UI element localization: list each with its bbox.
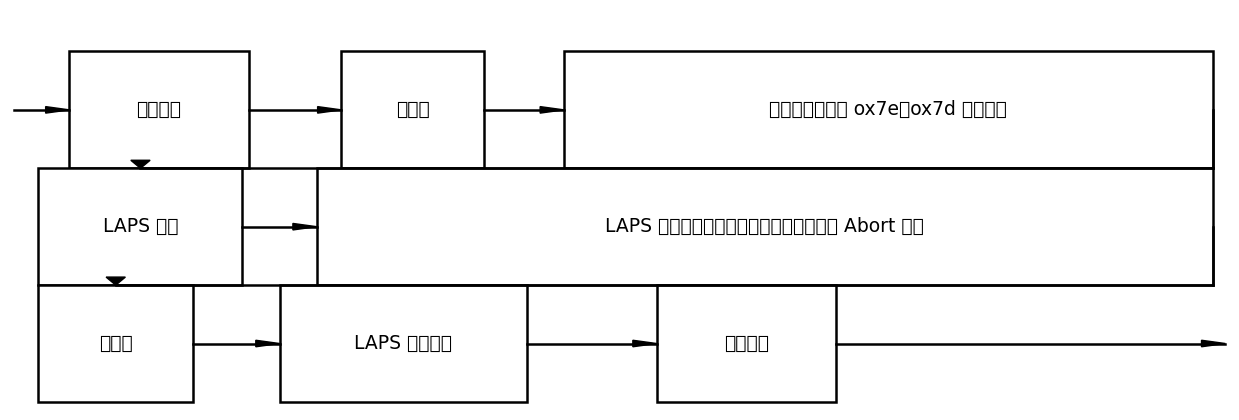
Text: 遍历所有字节对 ox7e、ox7d 等做标识: 遍历所有字节对 ox7e、ox7d 等做标识 [769, 100, 1007, 119]
Text: LAPS 转义处理、丢弃速率适配字段、检测 Abort 字段: LAPS 转义处理、丢弃速率适配字段、检测 Abort 字段 [606, 217, 924, 236]
Text: 输入接口: 输入接口 [136, 100, 181, 119]
Bar [342, 52, 483, 168]
Polygon shape [317, 107, 342, 113]
Bar [657, 285, 836, 402]
Bar [38, 285, 193, 402]
Polygon shape [107, 277, 125, 285]
Polygon shape [540, 107, 564, 113]
Text: 输出接口: 输出接口 [724, 334, 768, 353]
Text: LAPS 定帧: LAPS 定帧 [103, 217, 178, 236]
Bar [564, 52, 1213, 168]
Polygon shape [633, 340, 657, 347]
Polygon shape [1202, 340, 1225, 347]
Bar [280, 285, 527, 402]
Bar [317, 168, 1213, 285]
Text: 解扰码: 解扰码 [395, 100, 429, 119]
Polygon shape [292, 223, 317, 230]
Bar [38, 168, 243, 285]
Polygon shape [131, 160, 150, 168]
Text: 帧校验: 帧校验 [99, 334, 133, 353]
Bar [69, 52, 249, 168]
Text: LAPS 净荷提取: LAPS 净荷提取 [354, 334, 452, 353]
Polygon shape [255, 340, 280, 347]
Polygon shape [46, 107, 69, 113]
